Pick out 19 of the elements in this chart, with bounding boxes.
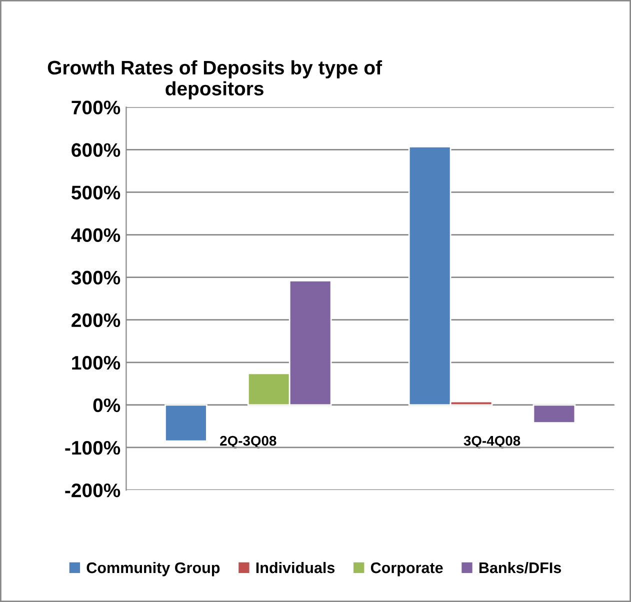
y-tick-label: 600% — [72, 143, 120, 157]
legend-label: Corporate — [370, 562, 443, 576]
y-tick-label: 100% — [72, 356, 120, 370]
chart-title: Growth Rates of Deposits by type of depositors — [48, 60, 382, 100]
y-tick-label: 500% — [72, 186, 120, 200]
y-tick-label: 0% — [93, 398, 120, 412]
y-tick-label: 300% — [71, 270, 120, 285]
legend-label: Banks/DFIs — [479, 562, 562, 574]
y-tick-label: 700% — [72, 100, 120, 114]
x-tick-label: 2Q-3Q08 — [220, 436, 276, 448]
y-tick-label: -200% — [65, 483, 120, 498]
y-tick-label: -100% — [65, 440, 120, 455]
y-tick-label: 400% — [71, 228, 120, 242]
x-tick-label: 3Q-4Q08 — [464, 436, 520, 448]
y-tick-label: 200% — [72, 313, 120, 328]
legend-label: Individuals — [256, 562, 335, 574]
legend-label: Community Group — [86, 562, 220, 576]
bar — [532, 404, 576, 424]
bar — [164, 404, 208, 442]
